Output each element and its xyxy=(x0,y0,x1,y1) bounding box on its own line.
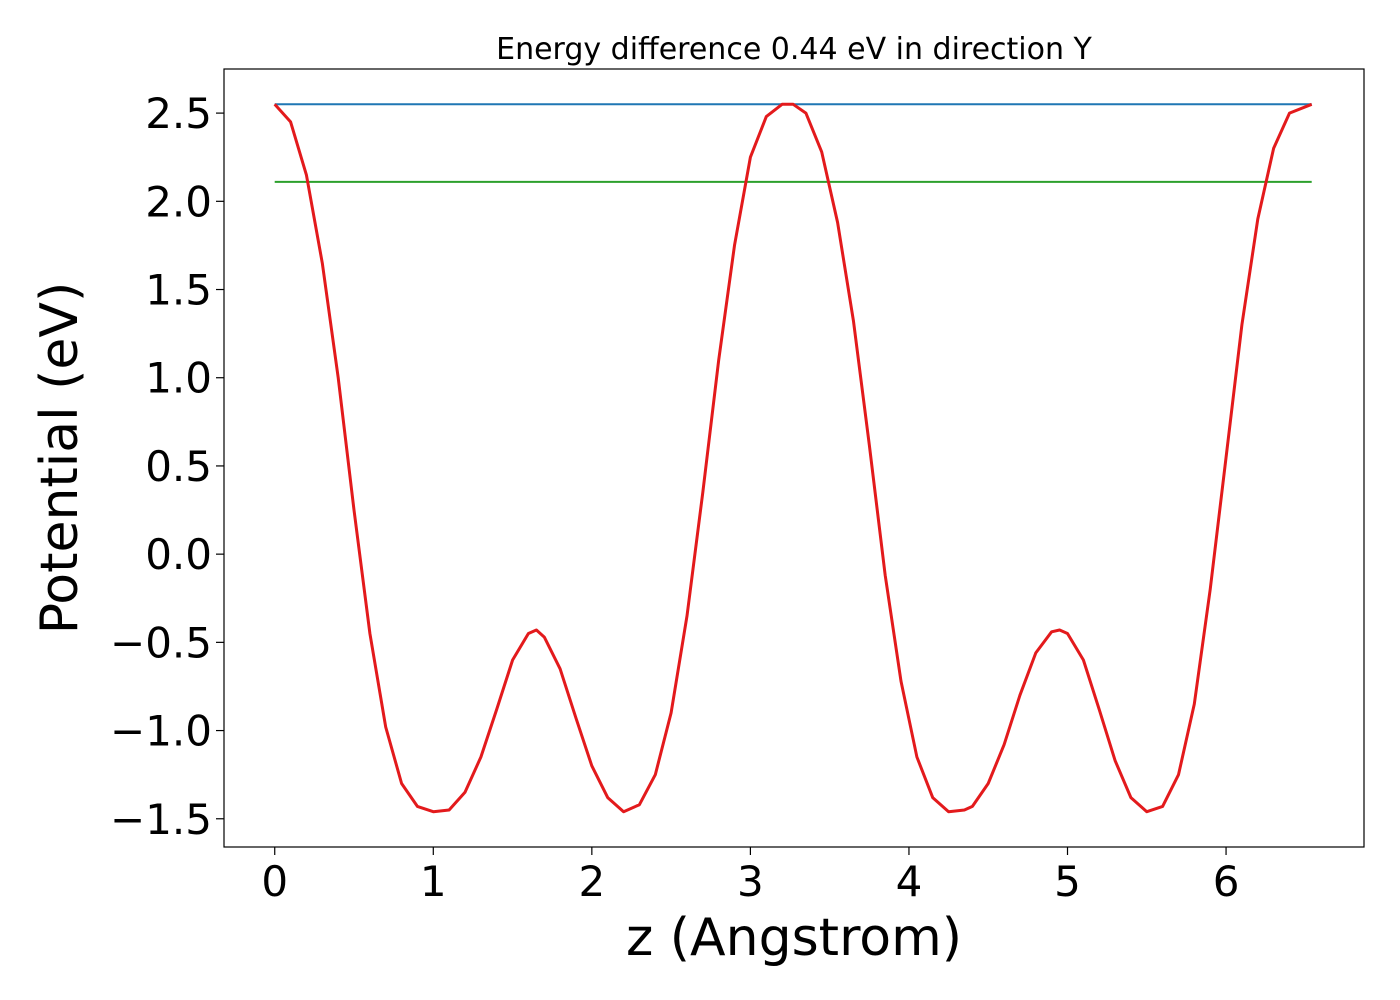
plot-frame xyxy=(223,68,1365,848)
chart-title: Energy difference 0.44 eV in direction Y xyxy=(496,32,1092,67)
x-tick-label: 5 xyxy=(1054,857,1081,906)
x-tick-label: 6 xyxy=(1213,857,1240,906)
x-axis-label: z (Angstrom) xyxy=(626,908,962,968)
x-axis-ticks: 0 1 2 3 4 5 6 xyxy=(261,847,1239,906)
y-tick-label: −1.0 xyxy=(110,707,212,756)
x-tick-label: 3 xyxy=(737,857,764,906)
y-tick-label: 0.5 xyxy=(145,442,212,491)
x-tick-label: 1 xyxy=(420,857,447,906)
y-tick-label: 1.5 xyxy=(145,266,212,315)
y-axis-ticks: −1.5 −1.0 −0.5 0.0 0.5 1.0 1.5 2.0 2.5 xyxy=(110,89,224,844)
y-tick-label: −0.5 xyxy=(110,618,212,667)
x-tick-label: 0 xyxy=(261,857,288,906)
y-tick-label: 0.0 xyxy=(145,530,212,579)
y-tick-label: 1.0 xyxy=(145,354,212,403)
x-tick-label: 2 xyxy=(578,857,605,906)
series-line-red xyxy=(273,102,1313,814)
y-axis-label: Potential (eV) xyxy=(30,282,90,634)
y-tick-label: 2.5 xyxy=(145,89,212,138)
y-tick-label: −1.5 xyxy=(110,795,212,844)
series-layer xyxy=(273,102,1313,814)
y-tick-label: 2.0 xyxy=(145,177,212,226)
x-tick-label: 4 xyxy=(896,857,923,906)
